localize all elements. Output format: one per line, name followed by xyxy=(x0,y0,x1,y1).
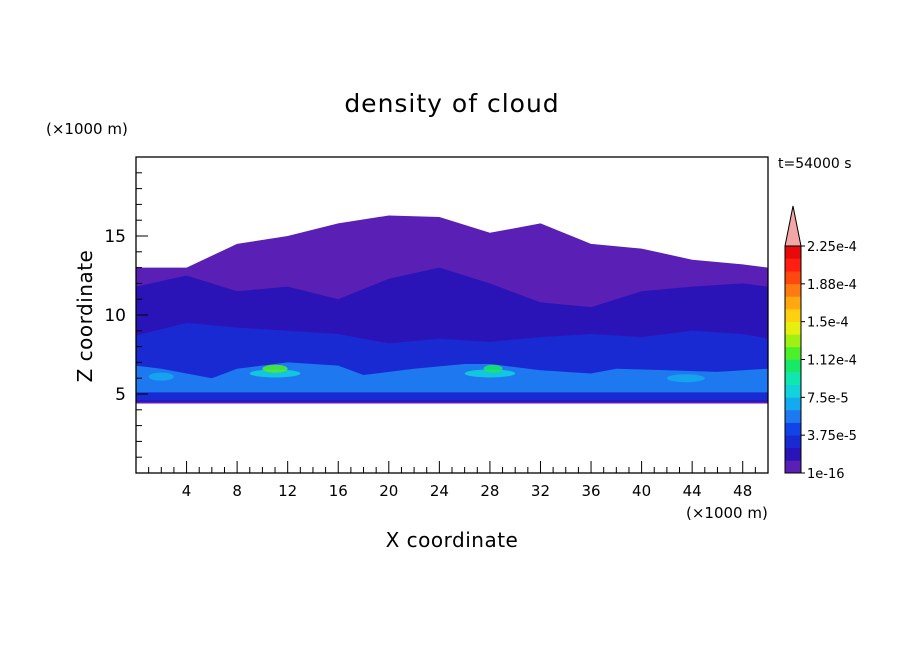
x-tick-label: 4 xyxy=(182,482,192,500)
density-core-3 xyxy=(464,369,516,378)
chart-title: density of cloud xyxy=(344,89,559,118)
x-tick-label: 40 xyxy=(632,482,651,500)
colorbar-swatch xyxy=(785,334,801,348)
x-axis: 4 8 12 16 20 24 28 32 36 40 44 48 xyxy=(148,461,756,500)
colorbar-overflow-triangle xyxy=(784,205,802,247)
density-core-4 xyxy=(483,364,503,373)
colorbar-label: 1.5e-4 xyxy=(807,316,849,331)
colorbar-swatch xyxy=(785,283,801,297)
density-core-2 xyxy=(262,364,288,373)
x-tick-label: 20 xyxy=(379,482,398,500)
colorbar-swatch xyxy=(785,435,801,449)
colorbar-swatch xyxy=(785,258,801,272)
colorbar-swatch xyxy=(785,309,801,322)
colorbar-swatch xyxy=(785,384,801,398)
y-tick-label: 15 xyxy=(104,227,126,247)
colorbar-swatch xyxy=(785,359,801,373)
colorbar-swatch xyxy=(785,296,801,310)
colorbar-swatch xyxy=(785,460,801,474)
y-unit-label: (×1000 m) xyxy=(46,120,128,138)
colorbar-label: 7.5e-5 xyxy=(807,391,849,406)
colorbar: 1e-16 3.75e-5 7.5e-5 1.12e-4 1.5e-4 1.88e-4 2.… xyxy=(784,205,857,482)
colorbar-swatch xyxy=(785,346,801,360)
density-core-5 xyxy=(148,372,174,381)
colorbar-label: 1.12e-4 xyxy=(807,354,857,369)
colorbar-swatch xyxy=(785,321,801,335)
x-tick-label: 32 xyxy=(531,482,550,500)
colorbar-swatch xyxy=(785,447,801,461)
colorbar-label: 1e-16 xyxy=(807,467,845,482)
y-axis: 5 10 15 xyxy=(104,172,148,458)
density-core-1 xyxy=(249,369,301,378)
cloud-density-field xyxy=(136,215,768,404)
colorbar-label: 1.88e-4 xyxy=(807,278,857,293)
colorbar-label: 2.25e-4 xyxy=(807,240,857,255)
x-tick-label: 12 xyxy=(278,482,297,500)
colorbar-swatch xyxy=(785,409,801,423)
y-tick-label: 10 xyxy=(104,306,126,326)
colorbar-swatch xyxy=(785,397,801,411)
x-tick-label: 8 xyxy=(232,482,242,500)
y-tick-label: 5 xyxy=(115,385,126,405)
x-tick-label: 36 xyxy=(581,482,600,500)
colorbar-swatch xyxy=(785,246,801,259)
x-tick-label: 28 xyxy=(480,482,499,500)
x-tick-label: 24 xyxy=(430,482,449,500)
colorbar-swatch xyxy=(785,422,801,436)
time-label: t=54000 s xyxy=(778,156,852,172)
x-tick-label: 16 xyxy=(329,482,348,500)
cloud-layer-4 xyxy=(136,362,768,393)
colorbar-swatch xyxy=(785,372,801,386)
x-tick-label: 48 xyxy=(733,482,752,500)
y-axis-label: Z coordinate xyxy=(73,250,97,383)
colorbar-swatch xyxy=(785,271,801,285)
colorbar-label: 3.75e-5 xyxy=(807,429,857,444)
density-core-6 xyxy=(666,374,705,383)
x-unit-label: (×1000 m) xyxy=(686,504,768,522)
x-axis-label: X coordinate xyxy=(386,528,519,552)
x-tick-label: 44 xyxy=(683,482,702,500)
